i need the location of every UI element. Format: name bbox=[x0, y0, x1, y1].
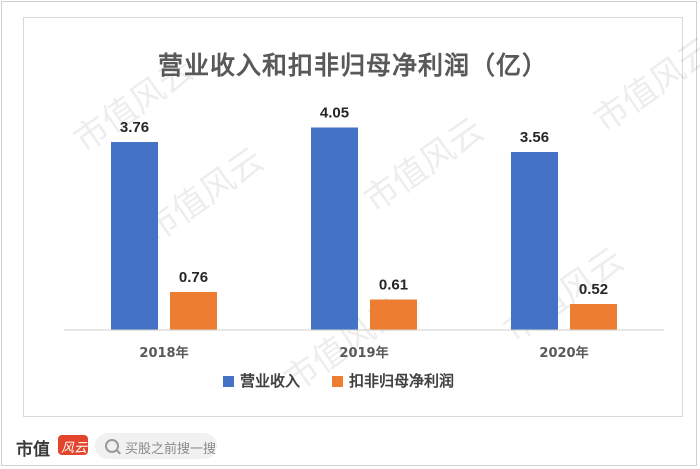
bars-layer bbox=[111, 127, 617, 330]
data-label: 0.52 bbox=[579, 281, 608, 298]
bar-profit-1 bbox=[370, 299, 417, 330]
x-tick-label: 2018年 bbox=[139, 345, 188, 361]
legend-swatch bbox=[223, 376, 234, 387]
bar-chart: 3.760.762018年4.050.612019年3.560.522020年 … bbox=[64, 105, 664, 390]
search-icon bbox=[105, 439, 119, 453]
brand-badge-text: 风云 bbox=[61, 441, 88, 456]
bar-revenue-1 bbox=[311, 127, 358, 330]
data-label: 3.76 bbox=[120, 119, 149, 136]
data-label: 0.61 bbox=[379, 277, 408, 294]
data-label: 0.76 bbox=[179, 269, 208, 286]
legend-label: 扣非归母净利润 bbox=[349, 372, 454, 390]
bar-profit-0 bbox=[170, 292, 217, 330]
x-tick-label: 2020年 bbox=[539, 345, 588, 361]
brand-logo[interactable]: 市值 bbox=[16, 440, 50, 460]
footer: 市值 风云 买股之前搜一搜 bbox=[2, 430, 700, 464]
bar-revenue-0 bbox=[111, 142, 158, 330]
legend: 营业收入 扣非归母净利润 bbox=[223, 372, 454, 390]
legend-swatch bbox=[332, 376, 343, 387]
x-tick-label: 2019年 bbox=[339, 345, 388, 361]
bar-profit-2 bbox=[570, 304, 617, 330]
search-placeholder: 买股之前搜一搜 bbox=[125, 442, 217, 457]
search-box[interactable]: 买股之前搜一搜 bbox=[95, 433, 217, 459]
chart-panel: 市值风云 市值风云 市值风云 市值风云 市值风云 市值风云 营业收入和扣非归母净… bbox=[23, 17, 700, 417]
legend-label: 营业收入 bbox=[240, 372, 300, 390]
chart-title: 营业收入和扣非归母净利润（亿） bbox=[157, 51, 548, 80]
data-label: 4.05 bbox=[320, 105, 349, 122]
data-label: 3.56 bbox=[520, 129, 549, 146]
labels-layer: 3.76 0.76 2018年 4.05 0.61 2019年 3.56 0.52 2020年 bbox=[120, 105, 608, 362]
bar-revenue-2 bbox=[511, 152, 558, 330]
brand-badge: 风云 bbox=[58, 435, 88, 456]
